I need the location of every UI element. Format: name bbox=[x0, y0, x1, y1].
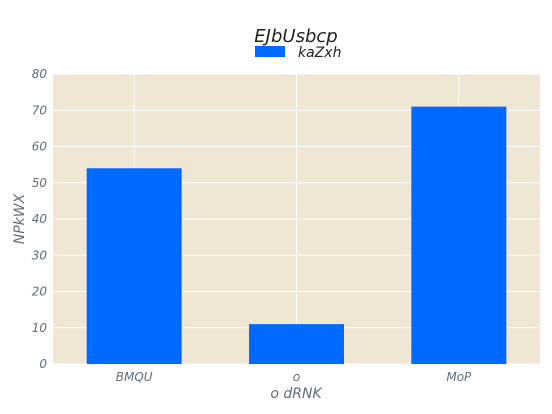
x-tick-label: BMQU bbox=[116, 370, 153, 384]
y-axis-label: NPkWX bbox=[12, 193, 28, 244]
y-axis-ticks: 0 10 20 30 40 50 60 70 80 bbox=[32, 67, 48, 371]
x-tick-label: o bbox=[293, 370, 300, 384]
bar-MoP bbox=[411, 106, 507, 364]
y-tick-label: 0 bbox=[39, 357, 47, 371]
y-tick-label: 30 bbox=[32, 248, 48, 262]
bars bbox=[86, 106, 507, 364]
x-axis-label: o dRNK bbox=[270, 386, 323, 402]
bar-BMQU bbox=[86, 168, 182, 364]
legend: kaZxh bbox=[255, 45, 341, 61]
x-axis-ticks: BMQU o MoP bbox=[116, 370, 472, 384]
y-tick-label: 50 bbox=[32, 176, 48, 190]
legend-swatch bbox=[255, 46, 285, 57]
chart-title: EJbUsbcp bbox=[254, 26, 337, 47]
y-tick-label: 60 bbox=[32, 140, 48, 154]
y-tick-label: 10 bbox=[32, 321, 48, 335]
x-tick-label: MoP bbox=[446, 370, 472, 384]
y-tick-label: 80 bbox=[32, 67, 48, 81]
y-tick-label: 20 bbox=[32, 285, 48, 299]
bar-o bbox=[249, 324, 344, 364]
y-tick-label: 40 bbox=[32, 212, 48, 226]
legend-label: kaZxh bbox=[298, 45, 341, 61]
y-tick-label: 70 bbox=[32, 103, 48, 117]
